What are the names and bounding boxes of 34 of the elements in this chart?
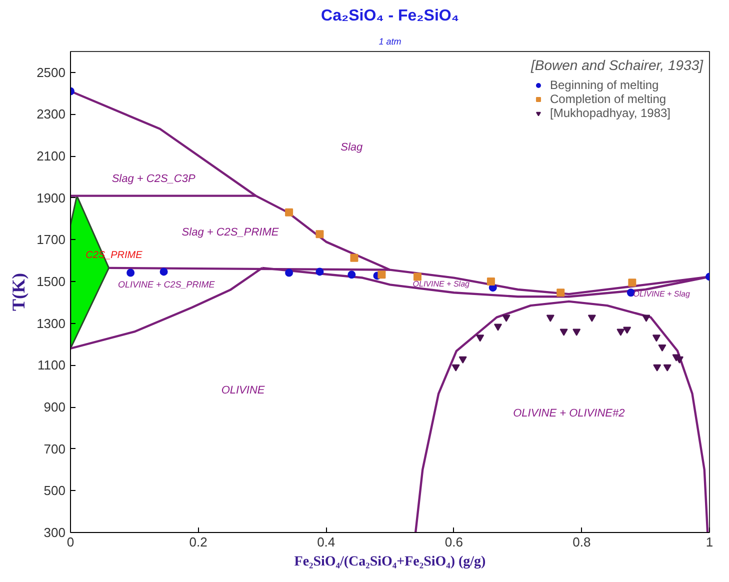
x-tick-label: 1	[706, 534, 714, 550]
legend-label: Beginning of melting	[550, 78, 659, 92]
y-axis-title: T(K)	[8, 272, 29, 311]
annotation: Slag + C2S_PRIME	[182, 226, 280, 238]
y-tick-label: 1100	[38, 358, 66, 373]
x-tick-label: 0	[66, 534, 74, 550]
annotation: OLIVINE + Slag	[412, 280, 470, 289]
x-axis-title: Fe₂SiO₄/(Ca₂SiO₄+Fe₂SiO₄) (g/g)	[294, 554, 486, 570]
x-tick-label: 0.2	[189, 534, 208, 550]
annotation: Slag	[340, 142, 364, 154]
y-tick-label: 2500	[36, 64, 66, 80]
y-tick-label: 1700	[36, 232, 66, 248]
annotation: OLIVINE + OLIVINE#2	[513, 407, 625, 420]
y-tick-label: 300	[44, 525, 66, 540]
annotation: OLIVINE + Slag	[633, 290, 690, 299]
annotation: Slag + C2S_C3P	[112, 173, 196, 186]
y-tick-label: 500	[44, 483, 66, 498]
y-tick-label: 1900	[36, 190, 66, 206]
annotation: OLIVINE + C2S_PRIME	[118, 280, 216, 290]
annotation: OLIVINE	[221, 384, 266, 396]
legend-title: [Bowen and Schairer, 1933]	[530, 57, 703, 73]
y-tick-label: 700	[44, 441, 66, 456]
x-tick-label: 0.4	[317, 534, 336, 550]
y-tick-label: 2300	[36, 106, 66, 122]
chart-subtitle: 1 atm	[378, 36, 402, 46]
x-tick-label: 0.8	[572, 534, 591, 550]
x-tick-label: 0.6	[444, 534, 463, 550]
legend-label: Completion of melting	[550, 92, 666, 106]
y-tick-label: 2100	[36, 148, 66, 164]
y-tick-label: 900	[44, 400, 66, 415]
legend-label: [Mukhopadhyay, 1983]	[550, 106, 671, 120]
y-tick-label: 1500	[36, 274, 66, 290]
chart-title: Ca₂SiO₄ - Fe₂SiO₄	[321, 8, 459, 24]
y-tick-label: 1300	[36, 316, 66, 331]
